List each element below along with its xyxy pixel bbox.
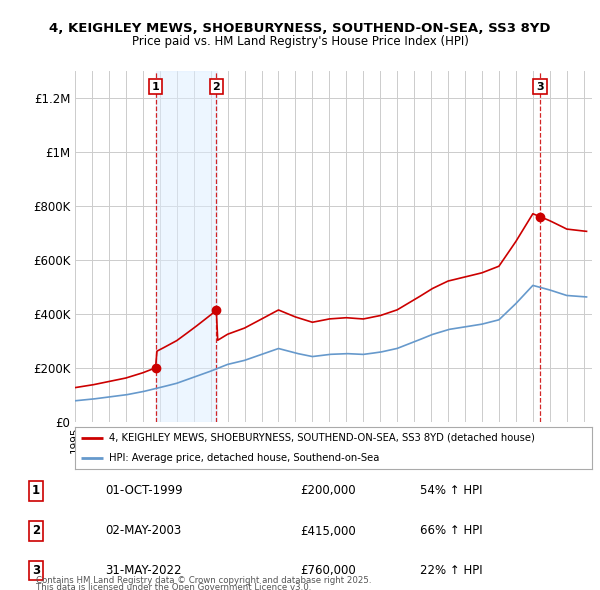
Text: 1: 1: [152, 81, 160, 91]
Text: £760,000: £760,000: [300, 564, 356, 577]
Text: 31-MAY-2022: 31-MAY-2022: [105, 564, 182, 577]
Text: 22% ↑ HPI: 22% ↑ HPI: [420, 564, 482, 577]
Text: Contains HM Land Registry data © Crown copyright and database right 2025.: Contains HM Land Registry data © Crown c…: [36, 576, 371, 585]
Text: 4, KEIGHLEY MEWS, SHOEBURYNESS, SOUTHEND-ON-SEA, SS3 8YD (detached house): 4, KEIGHLEY MEWS, SHOEBURYNESS, SOUTHEND…: [109, 432, 535, 442]
Text: 02-MAY-2003: 02-MAY-2003: [105, 525, 181, 537]
Text: 2: 2: [212, 81, 220, 91]
Text: 3: 3: [32, 564, 40, 577]
Text: HPI: Average price, detached house, Southend-on-Sea: HPI: Average price, detached house, Sout…: [109, 453, 379, 463]
Text: 2: 2: [32, 525, 40, 537]
Text: This data is licensed under the Open Government Licence v3.0.: This data is licensed under the Open Gov…: [36, 583, 311, 590]
Text: 3: 3: [536, 81, 544, 91]
Text: £415,000: £415,000: [300, 525, 356, 537]
Text: 66% ↑ HPI: 66% ↑ HPI: [420, 525, 482, 537]
Text: 4, KEIGHLEY MEWS, SHOEBURYNESS, SOUTHEND-ON-SEA, SS3 8YD: 4, KEIGHLEY MEWS, SHOEBURYNESS, SOUTHEND…: [49, 22, 551, 35]
Text: 01-OCT-1999: 01-OCT-1999: [105, 484, 182, 497]
Text: 1: 1: [32, 484, 40, 497]
Text: 54% ↑ HPI: 54% ↑ HPI: [420, 484, 482, 497]
Bar: [155, 71, 217, 422]
Text: Price paid vs. HM Land Registry's House Price Index (HPI): Price paid vs. HM Land Registry's House …: [131, 35, 469, 48]
Text: £200,000: £200,000: [300, 484, 356, 497]
